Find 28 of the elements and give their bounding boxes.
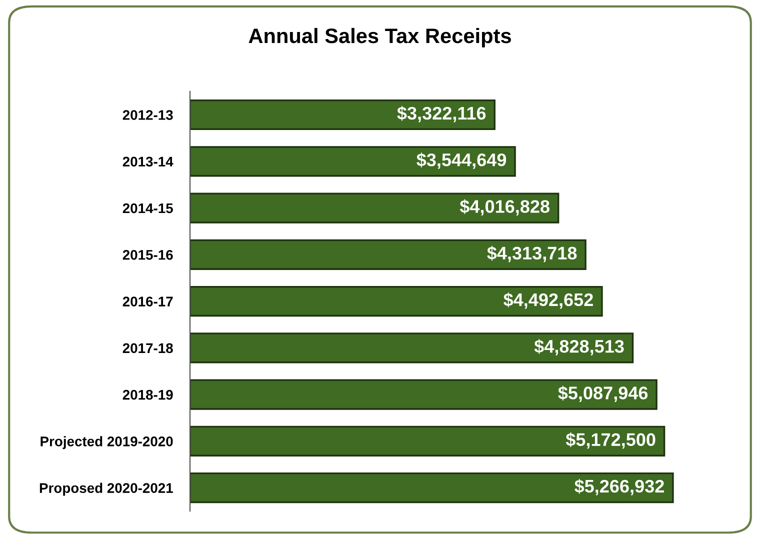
bar	[190, 426, 666, 456]
data-label: $4,492,652	[504, 292, 593, 309]
data-label: $5,087,946	[558, 386, 648, 402]
y-tick-label: 2012-13	[122, 110, 173, 120]
bar	[190, 379, 658, 410]
y-tick-label: Projected 2019-2020	[40, 436, 173, 450]
data-label: $3,544,649	[416, 152, 506, 169]
bar	[190, 192, 560, 224]
bar	[190, 239, 586, 270]
data-label: $4,828,513	[534, 339, 624, 356]
bar	[190, 472, 674, 504]
bar	[190, 286, 603, 317]
y-tick-label: 2017-18	[122, 343, 173, 354]
y-tick-label: 2016-17	[122, 296, 173, 306]
chart-title: Annual Sales Tax Receipts	[248, 28, 511, 48]
y-tick-label: Proposed 2020-2021	[40, 482, 173, 496]
bar	[190, 332, 634, 364]
y-tick-label: 2013-14	[122, 156, 174, 167]
data-label: $5,172,500	[566, 432, 656, 449]
bar	[190, 146, 516, 177]
data-label: $4,313,718	[487, 246, 577, 262]
data-label: $5,266,932	[574, 479, 664, 496]
y-tick-label: 2018-19	[122, 390, 173, 400]
bar	[190, 99, 496, 130]
data-label: $3,322,116	[397, 106, 486, 122]
data-label: $4,016,828	[460, 199, 550, 216]
y-tick-label: 2014-15	[122, 203, 173, 214]
y-tick-label: 2015-16	[122, 250, 173, 260]
